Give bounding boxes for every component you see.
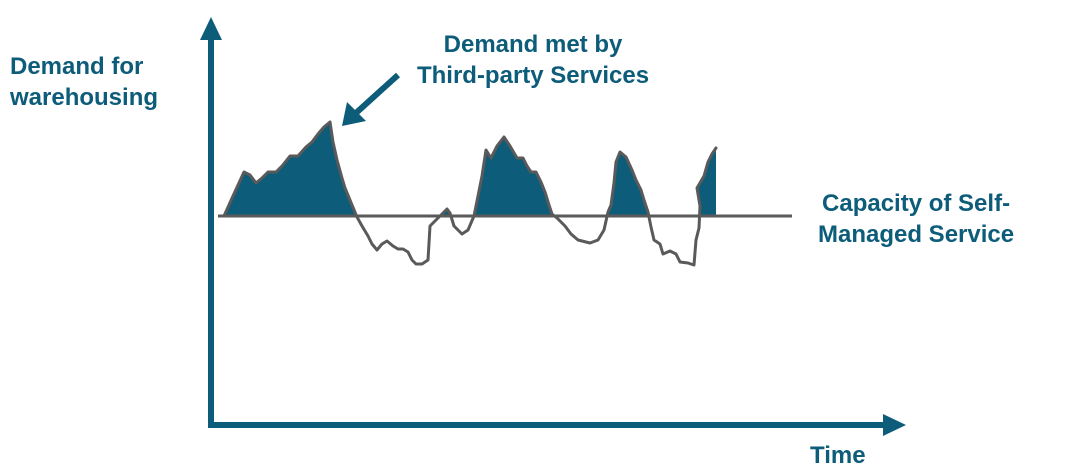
y-axis-arrow-icon bbox=[200, 17, 222, 40]
y-axis-label-line1: Demand for bbox=[10, 53, 144, 80]
x-axis bbox=[208, 414, 906, 436]
excess-demand-fill bbox=[224, 122, 716, 216]
x-axis-label: Time bbox=[810, 442, 866, 469]
capacity-label: Capacity of Self- Managed Service bbox=[818, 188, 1014, 250]
excess-demand-regions bbox=[224, 122, 716, 216]
x-axis-arrow-icon bbox=[883, 414, 906, 436]
callout-arrow-icon bbox=[342, 72, 401, 126]
y-axis-label: Demand for warehousing bbox=[10, 51, 158, 113]
third-party-callout-label: Demand met by Third-party Services bbox=[398, 29, 668, 91]
capacity-label-line1: Capacity of Self- bbox=[822, 190, 1011, 217]
y-axis bbox=[200, 17, 222, 428]
capacity-label-line2: Managed Service bbox=[818, 221, 1015, 248]
y-axis-label-line2: warehousing bbox=[10, 84, 159, 111]
callout-label-line1: Demand met by bbox=[443, 31, 623, 58]
demand-line bbox=[222, 120, 718, 267]
callout-label-line2: Third-party Services bbox=[416, 62, 650, 89]
